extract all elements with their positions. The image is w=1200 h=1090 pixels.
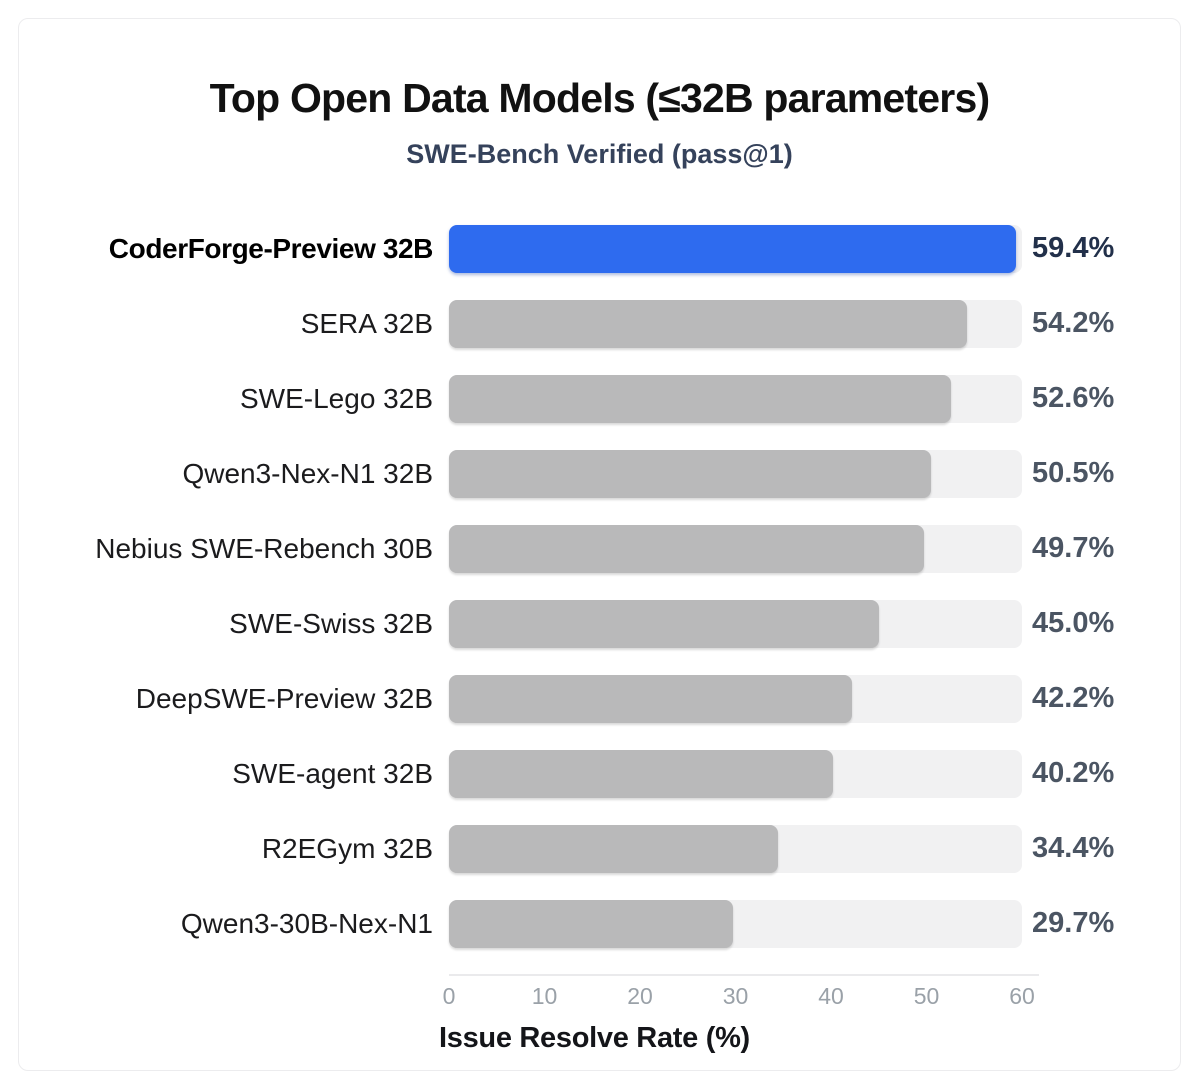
value-label: 34.4% bbox=[1032, 832, 1115, 864]
chart-row: Qwen3-Nex-N1 32B 50.5% bbox=[19, 436, 1180, 511]
model-label: Qwen3-Nex-N1 32B bbox=[182, 457, 433, 489]
value-label: 49.7% bbox=[1032, 532, 1115, 564]
x-tick: 0 bbox=[442, 983, 456, 1009]
bar-track bbox=[449, 824, 1022, 873]
model-label: Nebius SWE-Rebench 30B bbox=[95, 532, 433, 564]
bar-track bbox=[449, 299, 1022, 348]
x-axis-line bbox=[449, 974, 1039, 976]
chart-row: Nebius SWE-Rebench 30B 49.7% bbox=[19, 511, 1180, 586]
bar-track bbox=[449, 374, 1022, 423]
model-label: SWE-Swiss 32B bbox=[229, 607, 433, 639]
x-tick: 60 bbox=[1009, 983, 1035, 1009]
bar bbox=[449, 449, 932, 498]
chart-row: R2EGym 32B 34.4% bbox=[19, 811, 1180, 886]
model-label: R2EGym 32B bbox=[261, 832, 433, 864]
value-label: 45.0% bbox=[1032, 607, 1115, 639]
value-label: 40.2% bbox=[1032, 757, 1115, 789]
model-label: DeepSWE-Preview 32B bbox=[135, 682, 433, 714]
chart-row: CoderForge-Preview 32B 59.4% bbox=[19, 211, 1180, 286]
bar-track bbox=[449, 224, 1022, 273]
model-label: CoderForge-Preview 32B bbox=[108, 232, 434, 264]
x-tick: 10 bbox=[531, 983, 558, 1009]
model-label: SWE-agent 32B bbox=[232, 757, 433, 789]
bar bbox=[449, 599, 879, 648]
x-tick: 30 bbox=[722, 983, 749, 1009]
chart-card: Top Open Data Models (≤32B parameters) S… bbox=[18, 18, 1181, 1071]
bar-rows: CoderForge-Preview 32B 59.4% SERA 32B 54… bbox=[19, 211, 1180, 961]
chart-row: SWE-Swiss 32B 45.0% bbox=[19, 586, 1180, 661]
value-label: 52.6% bbox=[1032, 382, 1115, 414]
bar bbox=[449, 674, 852, 723]
bar bbox=[449, 824, 778, 873]
value-label: 50.5% bbox=[1032, 457, 1115, 489]
bar-track bbox=[449, 449, 1022, 498]
bar bbox=[449, 374, 952, 423]
bar bbox=[449, 524, 924, 573]
bar bbox=[449, 749, 833, 798]
chart-row: SWE-Lego 32B 52.6% bbox=[19, 361, 1180, 436]
value-label: 59.4% bbox=[1032, 232, 1115, 264]
x-axis-ticks: 0 10 20 30 40 50 60 bbox=[19, 976, 1180, 1013]
bar-track bbox=[449, 749, 1022, 798]
x-axis-label: Issue Resolve Rate (%) bbox=[439, 1022, 750, 1054]
value-label: 54.2% bbox=[1032, 307, 1115, 339]
x-tick: 20 bbox=[627, 983, 653, 1009]
bar bbox=[449, 899, 733, 948]
chart-title: Top Open Data Models (≤32B parameters) bbox=[209, 75, 990, 121]
bar bbox=[449, 224, 1017, 273]
x-axis bbox=[19, 974, 1180, 976]
x-axis-label-row: Issue Resolve Rate (%) bbox=[19, 1022, 1180, 1055]
bar bbox=[449, 299, 967, 348]
model-label: Qwen3-30B-Nex-N1 bbox=[180, 907, 433, 939]
value-label: 42.2% bbox=[1032, 682, 1115, 714]
chart-row: Qwen3-30B-Nex-N1 29.7% bbox=[19, 886, 1180, 961]
chart-row: SERA 32B 54.2% bbox=[19, 286, 1180, 361]
model-label: SERA 32B bbox=[300, 307, 433, 339]
x-tick: 40 bbox=[818, 983, 844, 1009]
bar-track bbox=[449, 674, 1022, 723]
tick-row: 0 10 20 30 40 50 60 bbox=[443, 983, 1035, 1013]
chart-row: SWE-agent 32B 40.2% bbox=[19, 736, 1180, 811]
model-label: SWE-Lego 32B bbox=[240, 382, 433, 414]
x-tick: 50 bbox=[913, 983, 940, 1009]
chart-subtitle: SWE-Bench Verified (pass@1) bbox=[406, 139, 793, 169]
chart-row: DeepSWE-Preview 32B 42.2% bbox=[19, 661, 1180, 736]
bar-track bbox=[449, 899, 1022, 948]
bar-track bbox=[449, 524, 1022, 573]
value-label: 29.7% bbox=[1032, 907, 1115, 939]
bar-track bbox=[449, 599, 1022, 648]
